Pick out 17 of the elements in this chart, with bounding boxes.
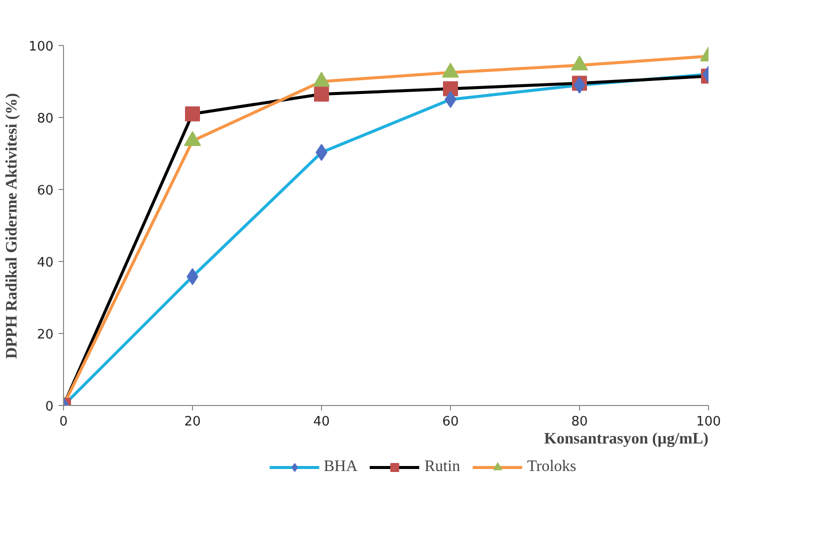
y-tick-label: 0: [45, 400, 54, 414]
x-tick-label: 80: [571, 414, 588, 430]
x-axis-title: Konsantrasyon (µg/mL): [544, 430, 708, 448]
legend-label: Troloks: [527, 457, 576, 477]
legend-label: Rutin: [424, 457, 460, 477]
y-tick-label: 100: [28, 40, 54, 54]
x-tick-label: 20: [184, 414, 201, 430]
y-tick-label: 20: [36, 328, 54, 342]
y-tick-label: 60: [36, 184, 54, 198]
x-tick-label: 60: [442, 414, 459, 430]
legend-label: BHA: [324, 457, 358, 477]
y-axis-title: DPPH Radikal Giderme Aktivitesi (%): [4, 93, 21, 359]
y-tick-label: 40: [36, 256, 54, 270]
x-tick-label: 0: [59, 414, 68, 430]
y-tick-label: 80: [36, 112, 54, 126]
x-tick-label: 40: [313, 414, 330, 430]
x-tick-label: 100: [696, 414, 721, 430]
